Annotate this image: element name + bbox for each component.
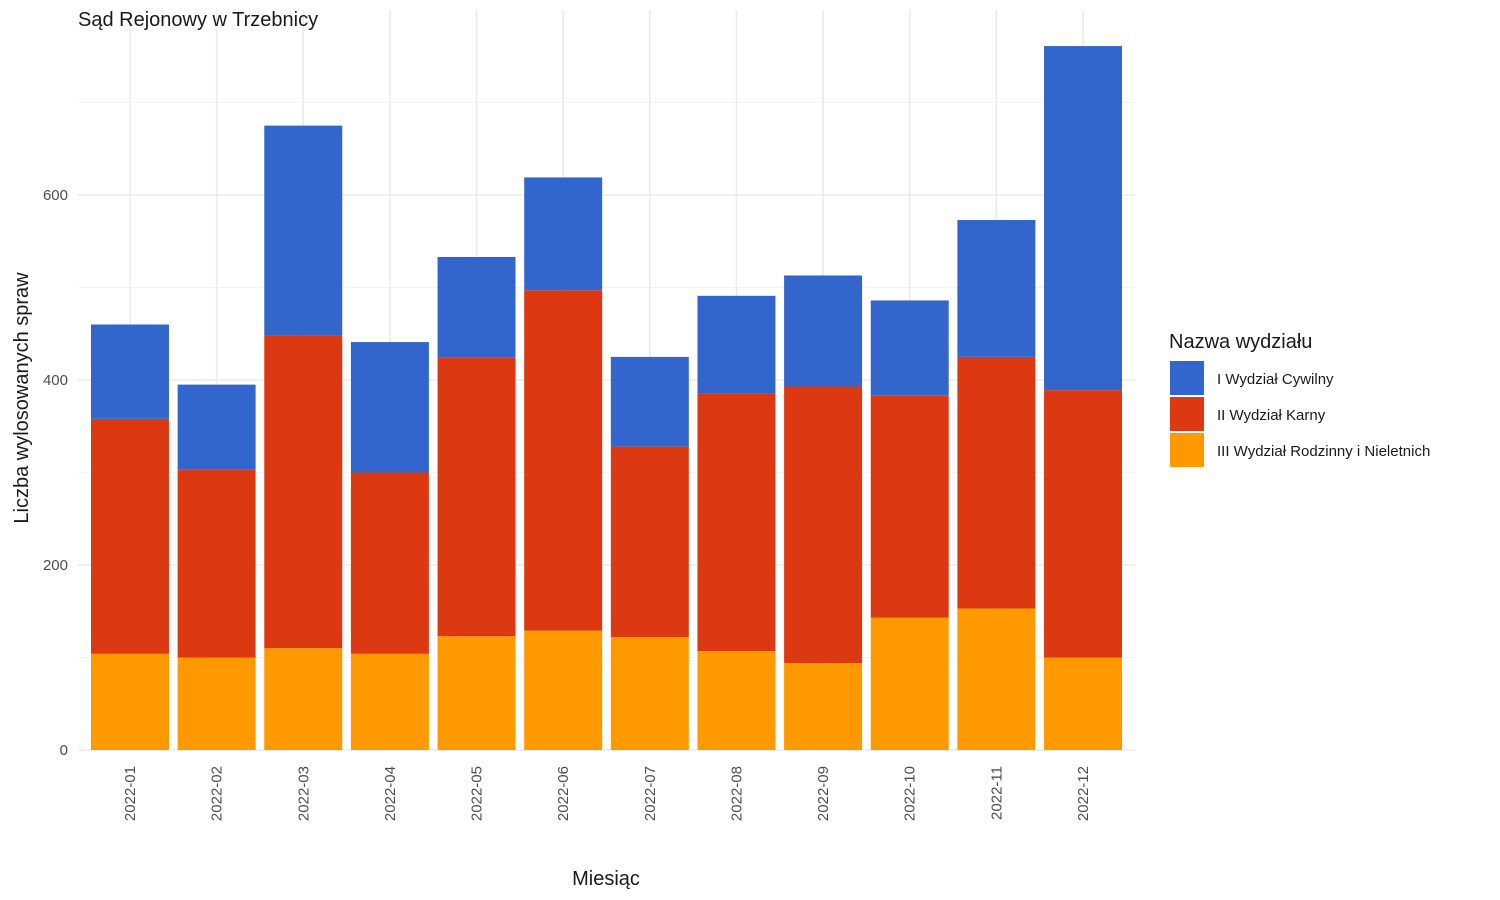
y-tick-label: 200 bbox=[43, 557, 68, 574]
legend-title: Nazwa wydziału bbox=[1169, 331, 1312, 353]
bar-segment bbox=[957, 356, 1036, 609]
legend-label: III Wydział Rodzinny i Nieletnich bbox=[1217, 443, 1430, 460]
bar-segment bbox=[957, 219, 1036, 357]
bar-segment bbox=[437, 256, 516, 358]
bar-segment bbox=[697, 295, 776, 394]
y-axis-ticks: 0 200 400 600 bbox=[43, 187, 68, 759]
x-tick-label: 2022-03 bbox=[295, 766, 312, 821]
bar-segment bbox=[177, 384, 256, 470]
bar-segment bbox=[697, 651, 776, 750]
bar-segment bbox=[610, 637, 689, 750]
bar-segment bbox=[177, 469, 256, 658]
bar-segment bbox=[1044, 46, 1123, 391]
x-tick-label: 2022-04 bbox=[382, 766, 399, 821]
chart-title: Sąd Rejonowy w Trzebnicy bbox=[78, 9, 318, 31]
x-tick-label: 2022-11 bbox=[988, 766, 1005, 820]
bar-segment bbox=[784, 663, 863, 750]
bar-segment bbox=[957, 608, 1036, 750]
y-tick-label: 600 bbox=[43, 187, 68, 204]
bar-segment bbox=[610, 446, 689, 638]
bar-segment bbox=[350, 342, 429, 473]
bar-segment bbox=[870, 300, 949, 396]
x-tick-label: 2022-01 bbox=[122, 766, 139, 821]
bar-segment bbox=[264, 648, 343, 750]
legend-items: I Wydział Cywilny II Wydział Karny III Wyd… bbox=[1170, 361, 1430, 467]
x-tick-label: 2022-09 bbox=[815, 766, 832, 821]
bar-segment bbox=[264, 125, 343, 336]
legend-swatch bbox=[1170, 433, 1204, 467]
x-tick-label: 2022-02 bbox=[209, 766, 226, 821]
y-axis-title: Liczba wylosowanych spraw bbox=[11, 272, 33, 524]
bar-segment bbox=[610, 356, 689, 447]
legend: Nazwa wydziału I Wydział Cywilny II Wydzi… bbox=[1169, 331, 1430, 467]
x-tick-label: 2022-07 bbox=[642, 766, 659, 821]
x-tick-label: 2022-05 bbox=[469, 766, 486, 821]
legend-swatch bbox=[1170, 361, 1204, 395]
bar-segment bbox=[784, 386, 863, 664]
bar-segment bbox=[350, 472, 429, 654]
x-axis-title: Miesiąc bbox=[572, 868, 640, 890]
bars bbox=[90, 46, 1123, 750]
legend-label: II Wydział Karny bbox=[1217, 407, 1326, 424]
x-tick-label: 2022-08 bbox=[728, 766, 745, 821]
bar-segment bbox=[437, 636, 516, 750]
y-tick-label: 400 bbox=[43, 372, 68, 389]
bar-segment bbox=[90, 324, 169, 419]
y-tick-label: 0 bbox=[60, 742, 68, 759]
x-tick-label: 2022-10 bbox=[902, 766, 919, 821]
bar-segment bbox=[870, 617, 949, 750]
bar-segment bbox=[1044, 390, 1123, 658]
bar-segment bbox=[350, 653, 429, 750]
bar-segment bbox=[1044, 657, 1123, 750]
bar-segment bbox=[177, 657, 256, 750]
bar-segment bbox=[524, 290, 603, 631]
bar-segment bbox=[784, 275, 863, 387]
bar-segment bbox=[90, 418, 169, 654]
legend-label: I Wydział Cywilny bbox=[1217, 371, 1334, 388]
bar-segment bbox=[697, 393, 776, 652]
legend-swatch bbox=[1170, 397, 1204, 431]
bar-segment bbox=[264, 335, 343, 649]
bar-segment bbox=[524, 630, 603, 750]
bar-segment bbox=[870, 395, 949, 618]
x-axis-ticks: 2022-01 2022-02 2022-03 2022-04 2022-05 2022-… bbox=[122, 766, 1092, 821]
bar-segment bbox=[437, 357, 516, 637]
bar-segment bbox=[90, 653, 169, 750]
x-tick-label: 2022-06 bbox=[555, 766, 572, 821]
x-tick-label: 2022-12 bbox=[1075, 766, 1092, 821]
bar-segment bbox=[524, 177, 603, 291]
